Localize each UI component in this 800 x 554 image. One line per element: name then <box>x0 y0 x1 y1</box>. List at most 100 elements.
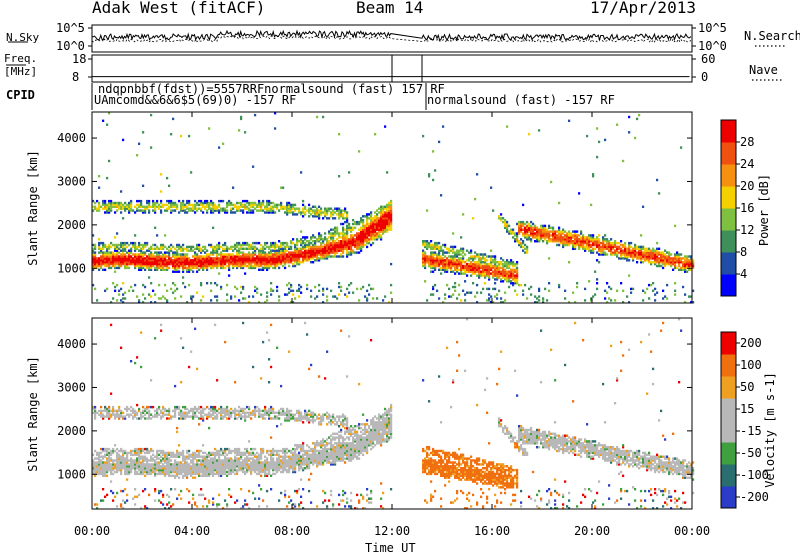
heatmap-cell <box>162 203 165 207</box>
heatmap-cell <box>654 262 657 266</box>
heatmap-cell <box>190 465 193 468</box>
heatmap-cell <box>120 299 123 302</box>
heatmap-cell <box>112 203 115 207</box>
heatmap-cell <box>424 255 427 258</box>
heatmap-cell <box>228 203 231 207</box>
heatmap-cell <box>164 467 167 470</box>
heatmap-cell <box>168 205 171 209</box>
heatmap-cell <box>326 253 329 256</box>
heatmap-cell <box>550 230 553 233</box>
heatmap-cell <box>246 255 249 258</box>
heatmap-cell <box>146 264 149 268</box>
heatmap-cell <box>268 245 271 249</box>
heatmap-cell <box>364 230 367 233</box>
heatmap-cell <box>314 251 317 254</box>
heatmap-cell <box>328 241 331 245</box>
heatmap-cell <box>210 207 213 210</box>
heatmap-cell <box>298 207 301 210</box>
heatmap-cell <box>306 236 309 239</box>
heatmap-cell <box>626 295 629 298</box>
heatmap-cell <box>444 255 447 258</box>
heatmap-cell <box>178 453 181 457</box>
heatmap-cell <box>346 243 349 247</box>
noise-panel: 10^5 10^0 10^5 10^0 <box>8 21 786 53</box>
heatmap-cell <box>332 241 335 245</box>
heatmap-cell <box>290 301 293 304</box>
heatmap-cell <box>258 268 261 272</box>
heatmap-cell <box>238 241 241 245</box>
heatmap-cell <box>212 253 215 256</box>
heatmap-cell <box>452 262 455 266</box>
heatmap-cell <box>684 268 687 272</box>
heatmap-cell <box>352 236 355 239</box>
colorbar-swatch <box>721 274 736 297</box>
heatmap-cell <box>378 232 381 235</box>
heatmap-cell <box>180 264 183 268</box>
heatmap-cell <box>242 205 245 209</box>
heatmap-cell <box>318 259 321 262</box>
heatmap-cell <box>186 461 189 464</box>
heatmap-cell <box>120 465 123 468</box>
heatmap-cell <box>242 261 245 264</box>
heatmap-cell <box>262 249 265 252</box>
heatmap-cell <box>222 264 225 268</box>
heatmap-cell <box>112 255 115 258</box>
heatmap-cell <box>112 468 115 472</box>
heatmap-cell <box>288 253 291 256</box>
heatmap-cell <box>230 245 233 249</box>
heatmap-cell <box>194 467 197 470</box>
heatmap-cell <box>632 247 635 251</box>
heatmap-cell <box>448 264 451 268</box>
heatmap-cell <box>188 411 191 415</box>
heatmap-cell <box>118 262 121 266</box>
heatmap-cell <box>512 264 515 268</box>
heatmap-cell <box>270 264 273 268</box>
heatmap-cell <box>500 297 503 300</box>
heatmap-cell <box>586 245 589 249</box>
heatmap-cell <box>212 472 215 476</box>
heatmap-cell <box>464 272 467 275</box>
heatmap-cell <box>106 247 109 251</box>
heatmap-cell <box>192 463 195 466</box>
heatmap-cell <box>210 245 213 249</box>
heatmap-cell <box>272 241 275 245</box>
heatmap-cell <box>186 261 189 264</box>
heatmap-cell <box>366 220 369 224</box>
heatmap-cell <box>636 117 639 121</box>
heatmap-cell <box>118 405 121 409</box>
heatmap-cell <box>430 264 433 268</box>
heatmap-cell <box>350 236 353 239</box>
heatmap-cell <box>538 230 541 233</box>
heatmap-cell <box>144 285 147 289</box>
heatmap-cell <box>130 247 133 251</box>
heatmap-cell <box>206 205 209 209</box>
heatmap-cell <box>308 257 311 260</box>
heatmap-cell <box>222 247 225 251</box>
heatmap-cell <box>156 463 159 466</box>
heatmap-cell <box>450 295 453 298</box>
heatmap-cell <box>192 264 195 268</box>
heatmap-cell <box>140 266 143 270</box>
heatmap-cell <box>330 249 333 252</box>
heatmap-cell <box>270 241 273 245</box>
heatmap-cell <box>142 489 145 493</box>
heatmap-cell <box>670 261 673 264</box>
heatmap-cell <box>304 251 307 254</box>
heatmap-cell <box>286 261 289 264</box>
heatmap-cell <box>122 451 125 455</box>
heatmap-cell <box>154 455 157 458</box>
heatmap-cell <box>104 199 107 203</box>
heatmap-cell <box>640 259 643 262</box>
heatmap-cell <box>544 230 547 233</box>
heatmap-cell <box>298 209 301 212</box>
heatmap-cell <box>124 470 127 474</box>
heatmap-cell <box>94 287 97 291</box>
heatmap-cell <box>566 241 569 245</box>
heatmap-cell <box>184 247 187 251</box>
heatmap-cell <box>156 465 159 468</box>
heatmap-cell <box>438 297 441 300</box>
heatmap-cell <box>448 247 451 251</box>
heatmap-cell <box>628 255 631 258</box>
heatmap-cell <box>494 278 497 281</box>
heatmap-cell <box>146 207 149 210</box>
